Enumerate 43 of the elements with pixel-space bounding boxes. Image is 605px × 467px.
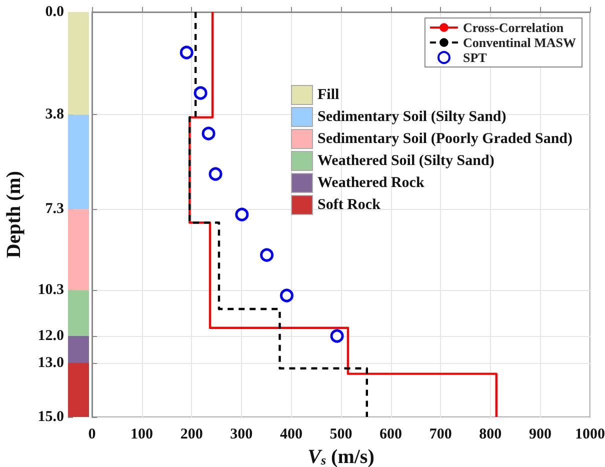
point — [202, 126, 216, 140]
text: Fill — [318, 87, 340, 103]
legend-label: Sedimentary Soil (Poorly Graded Sand) — [318, 131, 573, 147]
legend-label: Weathered Rock — [318, 175, 425, 191]
legend-label: SPT — [462, 50, 488, 65]
y-tick-label: 15.0 — [38, 409, 64, 425]
y-tick-label: 3.8 — [45, 106, 64, 123]
point — [260, 248, 274, 262]
x-tick-label: 600 — [380, 426, 402, 442]
legend-label: Weathered Soil (Silty Sand) — [318, 153, 494, 169]
y-tick-label: 12.0 — [38, 328, 64, 344]
x-tick-label: 500 — [330, 426, 352, 442]
point — [330, 329, 344, 343]
legend-label: Cross-Correlation — [462, 20, 564, 35]
legend-label: Conventinal MASW — [462, 35, 576, 50]
point — [180, 46, 194, 60]
x-tick-label: 200 — [180, 426, 203, 442]
y-axis-title: Depth (m) — [3, 170, 25, 258]
x-tick-label: 700 — [429, 426, 452, 442]
legend-label: Soft Rock — [318, 197, 382, 213]
bar — [68, 12, 89, 115]
point — [208, 167, 222, 181]
x-axis-title: Vs (m/s) — [308, 446, 374, 467]
y-tick-label: 7.3 — [45, 201, 64, 218]
x-tick-label: 300 — [230, 426, 253, 442]
x-tick-label: 1000 — [575, 426, 605, 442]
bar — [68, 209, 89, 290]
bar — [68, 363, 89, 417]
y-tick-label: 10.3 — [38, 282, 64, 298]
x-tick-label: 400 — [280, 426, 302, 442]
legend-label: Sedimentary Soil (Silty Sand) — [318, 109, 506, 125]
bar — [68, 336, 89, 363]
x-tick-label: 800 — [479, 426, 502, 442]
x-tick-label: 900 — [528, 426, 552, 442]
bar — [68, 114, 89, 210]
point — [235, 208, 249, 222]
x-tick-label: 100 — [130, 426, 154, 442]
bar — [68, 290, 89, 336]
x-tick-label: 0 — [88, 426, 96, 442]
y-tick-label: 0.0 — [45, 4, 64, 20]
point — [194, 86, 208, 100]
y-tick-label: 13.0 — [38, 355, 64, 371]
point — [280, 288, 294, 302]
